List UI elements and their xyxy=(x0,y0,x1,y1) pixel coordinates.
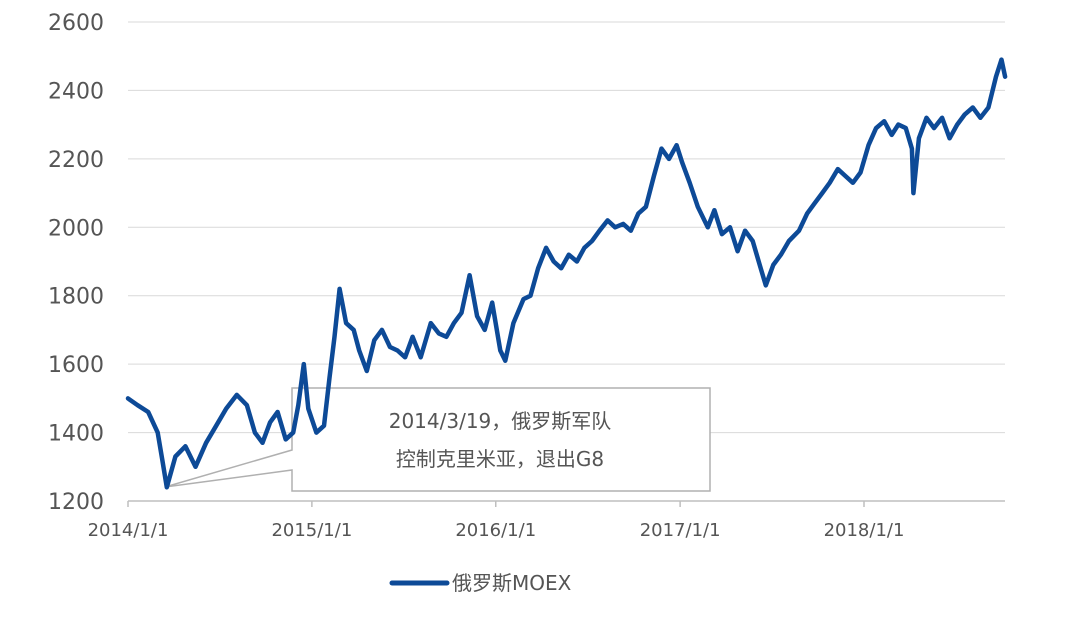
x-tick-label: 2014/1/1 xyxy=(88,520,169,541)
y-tick-label: 1600 xyxy=(48,353,104,378)
series-group xyxy=(125,57,1008,490)
annotation-line-1: 2014/3/19，俄罗斯军队 xyxy=(389,409,612,433)
x-tick-label: 2017/1/1 xyxy=(640,520,721,541)
x-axis-ticks: 2014/1/1 2015/1/1 2016/1/1 2017/1/1 2018/1/1 xyxy=(88,501,905,541)
grid-lines xyxy=(128,21,1005,434)
y-tick-label: 2200 xyxy=(48,148,104,173)
y-axis-ticks: 1200 1400 1600 1800 2000 2200 2400 2600 xyxy=(48,11,104,515)
legend: 俄罗斯MOEX xyxy=(389,571,572,595)
y-tick-label: 1800 xyxy=(48,285,104,310)
annotation-callout-box xyxy=(164,387,711,492)
x-tick-label: 2016/1/1 xyxy=(455,520,536,541)
y-tick-label: 1200 xyxy=(48,490,104,515)
y-tick-label: 1400 xyxy=(48,422,104,447)
y-tick-label: 2000 xyxy=(48,216,104,241)
legend-label: 俄罗斯MOEX xyxy=(452,571,572,595)
series-line-moex xyxy=(125,57,1008,490)
y-tick-label: 2600 xyxy=(48,11,104,36)
y-tick-label: 2400 xyxy=(48,79,104,104)
annotation-callout: 2014/3/19，俄罗斯军队 控制克里米亚，退出G8 xyxy=(164,387,711,492)
x-tick-label: 2015/1/1 xyxy=(271,520,352,541)
annotation-line-2: 控制克里米亚，退出G8 xyxy=(396,447,604,471)
x-tick-label: 2018/1/1 xyxy=(824,520,905,541)
